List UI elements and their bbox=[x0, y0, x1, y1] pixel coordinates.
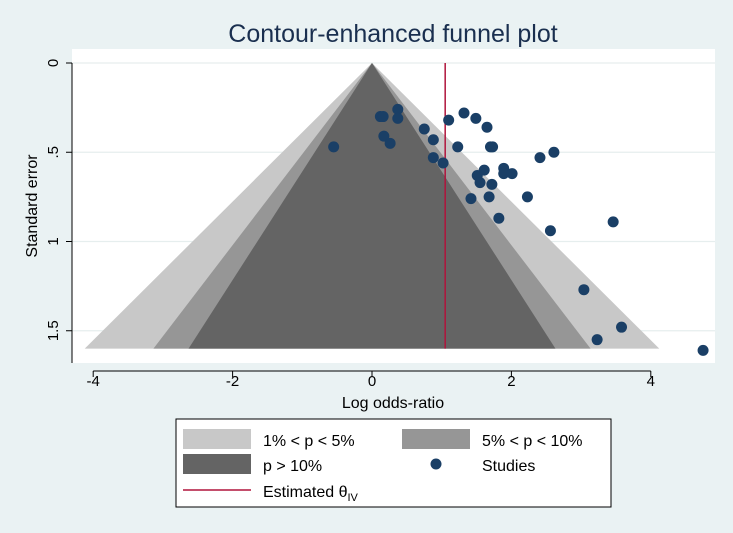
study-point-34 bbox=[578, 284, 590, 296]
axes: -4 -2 0 2 4 0 .5 1 1.5 bbox=[45, 59, 655, 390]
legend-label-theta-subscript: IV bbox=[347, 492, 358, 504]
legend-marker-studies bbox=[430, 458, 442, 470]
y-tick-label-0: 0 bbox=[45, 59, 62, 67]
study-point-13 bbox=[452, 141, 464, 153]
study-point-33 bbox=[607, 216, 619, 228]
study-point-16 bbox=[481, 121, 493, 133]
x-axis-label: Log odds-ratio bbox=[342, 395, 444, 412]
study-point-22 bbox=[486, 178, 498, 190]
study-point-20 bbox=[474, 177, 486, 189]
y-tick-label-2: 1 bbox=[45, 237, 62, 245]
y-axis-label: Standard error bbox=[24, 154, 41, 258]
study-point-9 bbox=[427, 134, 439, 146]
y-tick-label-1: .5 bbox=[45, 146, 62, 159]
study-point-5 bbox=[392, 112, 404, 124]
y-tick-label-3: 1.5 bbox=[45, 320, 62, 341]
study-point-14 bbox=[458, 107, 470, 119]
legend-label-5-10: 5% < p < 10% bbox=[482, 433, 583, 450]
legend-label-1-5: 1% < p < 5% bbox=[263, 433, 355, 450]
study-point-10 bbox=[427, 152, 439, 164]
study-point-27 bbox=[483, 191, 495, 203]
study-point-31 bbox=[548, 146, 560, 158]
study-points bbox=[328, 103, 709, 356]
legend: 1% < p < 5% 5% < p < 10% p > 10% Studies… bbox=[175, 418, 612, 508]
x-tick-label-0: -4 bbox=[87, 373, 100, 390]
x-tick-label-2: 0 bbox=[368, 373, 376, 390]
study-point-30 bbox=[534, 152, 546, 164]
study-point-7 bbox=[384, 137, 396, 149]
x-tick-label-3: 2 bbox=[507, 373, 515, 390]
legend-label-gt10: p > 10% bbox=[263, 458, 322, 475]
study-point-18 bbox=[487, 141, 499, 153]
legend-swatch-1-5 bbox=[183, 429, 251, 449]
study-point-35 bbox=[616, 321, 628, 333]
study-point-11 bbox=[437, 157, 449, 169]
study-point-6 bbox=[378, 130, 390, 142]
study-point-32 bbox=[544, 225, 556, 237]
study-point-4 bbox=[392, 103, 404, 115]
contour-region-3 bbox=[188, 63, 556, 349]
study-point-25 bbox=[506, 168, 518, 180]
study-point-3 bbox=[377, 111, 389, 123]
legend-label-theta-main: Estimated θ bbox=[263, 484, 348, 501]
legend-label-theta: Estimated θIV bbox=[263, 484, 359, 504]
study-point-24 bbox=[498, 168, 510, 180]
study-point-26 bbox=[465, 193, 477, 205]
legend-swatch-5-10 bbox=[402, 429, 470, 449]
x-tick-label-4: 4 bbox=[647, 373, 655, 390]
study-point-1 bbox=[328, 141, 340, 153]
study-point-8 bbox=[418, 123, 430, 135]
legend-label-studies: Studies bbox=[482, 458, 535, 475]
study-point-37 bbox=[697, 344, 709, 356]
study-point-36 bbox=[591, 334, 603, 346]
contour-regions bbox=[84, 63, 660, 349]
legend-swatch-gt10 bbox=[183, 454, 251, 474]
x-tick-label-1: -2 bbox=[226, 373, 239, 390]
study-point-29 bbox=[493, 212, 505, 224]
study-point-28 bbox=[521, 191, 533, 203]
study-point-21 bbox=[478, 164, 490, 176]
study-point-15 bbox=[470, 112, 482, 124]
study-point-12 bbox=[443, 114, 455, 126]
chart-title: Contour-enhanced funnel plot bbox=[228, 20, 557, 48]
